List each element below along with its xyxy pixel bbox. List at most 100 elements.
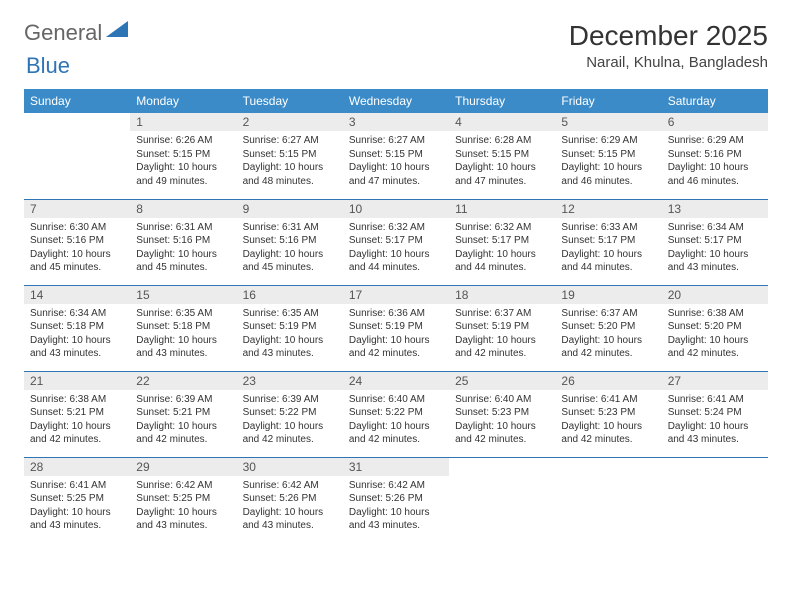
calendar-week-row: 14Sunrise: 6:34 AMSunset: 5:18 PMDayligh… xyxy=(24,285,768,371)
calendar-week-row: 21Sunrise: 6:38 AMSunset: 5:21 PMDayligh… xyxy=(24,371,768,457)
daylight-text: and 44 minutes. xyxy=(561,261,655,275)
day-number: 31 xyxy=(343,458,449,476)
sunrise-text: Sunrise: 6:39 AM xyxy=(136,393,230,407)
day-body: Sunrise: 6:37 AMSunset: 5:20 PMDaylight:… xyxy=(555,304,661,365)
daylight-text: and 42 minutes. xyxy=(561,433,655,447)
daylight-text: and 47 minutes. xyxy=(455,175,549,189)
weekday-header: Monday xyxy=(130,89,236,113)
calendar-empty-cell xyxy=(24,113,130,199)
sunset-text: Sunset: 5:18 PM xyxy=(30,320,124,334)
calendar-day-cell: 3Sunrise: 6:27 AMSunset: 5:15 PMDaylight… xyxy=(343,113,449,199)
day-number: 20 xyxy=(662,286,768,304)
day-number: 10 xyxy=(343,200,449,218)
sunset-text: Sunset: 5:19 PM xyxy=(349,320,443,334)
daylight-text: and 42 minutes. xyxy=(561,347,655,361)
calendar-empty-cell xyxy=(555,457,661,543)
calendar-day-cell: 25Sunrise: 6:40 AMSunset: 5:23 PMDayligh… xyxy=(449,371,555,457)
daylight-text: Daylight: 10 hours xyxy=(243,334,337,348)
daylight-text: and 49 minutes. xyxy=(136,175,230,189)
daylight-text: Daylight: 10 hours xyxy=(455,420,549,434)
calendar-day-cell: 9Sunrise: 6:31 AMSunset: 5:16 PMDaylight… xyxy=(237,199,343,285)
sunset-text: Sunset: 5:17 PM xyxy=(455,234,549,248)
day-body: Sunrise: 6:34 AMSunset: 5:18 PMDaylight:… xyxy=(24,304,130,365)
sunrise-text: Sunrise: 6:29 AM xyxy=(668,134,762,148)
sunrise-text: Sunrise: 6:41 AM xyxy=(30,479,124,493)
day-body: Sunrise: 6:32 AMSunset: 5:17 PMDaylight:… xyxy=(343,218,449,279)
day-number: 13 xyxy=(662,200,768,218)
sunrise-text: Sunrise: 6:33 AM xyxy=(561,221,655,235)
sunset-text: Sunset: 5:24 PM xyxy=(668,406,762,420)
calendar-day-cell: 20Sunrise: 6:38 AMSunset: 5:20 PMDayligh… xyxy=(662,285,768,371)
daylight-text: and 43 minutes. xyxy=(30,347,124,361)
calendar-day-cell: 24Sunrise: 6:40 AMSunset: 5:22 PMDayligh… xyxy=(343,371,449,457)
sunrise-text: Sunrise: 6:35 AM xyxy=(243,307,337,321)
weekday-header: Tuesday xyxy=(237,89,343,113)
calendar-day-cell: 29Sunrise: 6:42 AMSunset: 5:25 PMDayligh… xyxy=(130,457,236,543)
daylight-text: and 42 minutes. xyxy=(455,347,549,361)
calendar-day-cell: 22Sunrise: 6:39 AMSunset: 5:21 PMDayligh… xyxy=(130,371,236,457)
sunset-text: Sunset: 5:15 PM xyxy=(561,148,655,162)
day-number: 18 xyxy=(449,286,555,304)
sunset-text: Sunset: 5:16 PM xyxy=(136,234,230,248)
day-number: 29 xyxy=(130,458,236,476)
sunset-text: Sunset: 5:15 PM xyxy=(349,148,443,162)
weekday-header-row: SundayMondayTuesdayWednesdayThursdayFrid… xyxy=(24,89,768,113)
sunrise-text: Sunrise: 6:38 AM xyxy=(30,393,124,407)
logo-text-general: General xyxy=(24,20,102,46)
day-number: 17 xyxy=(343,286,449,304)
day-number: 28 xyxy=(24,458,130,476)
logo: General xyxy=(24,20,128,46)
day-number: 11 xyxy=(449,200,555,218)
day-body: Sunrise: 6:27 AMSunset: 5:15 PMDaylight:… xyxy=(237,131,343,192)
daylight-text: Daylight: 10 hours xyxy=(243,248,337,262)
daylight-text: and 46 minutes. xyxy=(668,175,762,189)
calendar-empty-cell xyxy=(449,457,555,543)
daylight-text: and 45 minutes. xyxy=(136,261,230,275)
day-body: Sunrise: 6:31 AMSunset: 5:16 PMDaylight:… xyxy=(237,218,343,279)
daylight-text: and 42 minutes. xyxy=(136,433,230,447)
daylight-text: and 46 minutes. xyxy=(561,175,655,189)
day-number: 22 xyxy=(130,372,236,390)
daylight-text: and 43 minutes. xyxy=(136,519,230,533)
calendar-day-cell: 16Sunrise: 6:35 AMSunset: 5:19 PMDayligh… xyxy=(237,285,343,371)
day-number: 26 xyxy=(555,372,661,390)
daylight-text: Daylight: 10 hours xyxy=(668,420,762,434)
day-number: 7 xyxy=(24,200,130,218)
sunrise-text: Sunrise: 6:27 AM xyxy=(349,134,443,148)
day-body: Sunrise: 6:37 AMSunset: 5:19 PMDaylight:… xyxy=(449,304,555,365)
daylight-text: and 47 minutes. xyxy=(349,175,443,189)
sunset-text: Sunset: 5:16 PM xyxy=(243,234,337,248)
calendar-day-cell: 13Sunrise: 6:34 AMSunset: 5:17 PMDayligh… xyxy=(662,199,768,285)
calendar-week-row: 7Sunrise: 6:30 AMSunset: 5:16 PMDaylight… xyxy=(24,199,768,285)
calendar-day-cell: 30Sunrise: 6:42 AMSunset: 5:26 PMDayligh… xyxy=(237,457,343,543)
daylight-text: Daylight: 10 hours xyxy=(136,506,230,520)
sunrise-text: Sunrise: 6:28 AM xyxy=(455,134,549,148)
calendar-day-cell: 8Sunrise: 6:31 AMSunset: 5:16 PMDaylight… xyxy=(130,199,236,285)
day-number: 12 xyxy=(555,200,661,218)
sunset-text: Sunset: 5:26 PM xyxy=(243,492,337,506)
daylight-text: Daylight: 10 hours xyxy=(136,420,230,434)
sunset-text: Sunset: 5:22 PM xyxy=(243,406,337,420)
calendar-day-cell: 4Sunrise: 6:28 AMSunset: 5:15 PMDaylight… xyxy=(449,113,555,199)
daylight-text: Daylight: 10 hours xyxy=(455,161,549,175)
sunrise-text: Sunrise: 6:30 AM xyxy=(30,221,124,235)
calendar-day-cell: 6Sunrise: 6:29 AMSunset: 5:16 PMDaylight… xyxy=(662,113,768,199)
daylight-text: Daylight: 10 hours xyxy=(561,161,655,175)
daylight-text: and 43 minutes. xyxy=(349,519,443,533)
calendar-day-cell: 2Sunrise: 6:27 AMSunset: 5:15 PMDaylight… xyxy=(237,113,343,199)
calendar-day-cell: 27Sunrise: 6:41 AMSunset: 5:24 PMDayligh… xyxy=(662,371,768,457)
day-body: Sunrise: 6:40 AMSunset: 5:23 PMDaylight:… xyxy=(449,390,555,451)
daylight-text: Daylight: 10 hours xyxy=(243,506,337,520)
sunrise-text: Sunrise: 6:38 AM xyxy=(668,307,762,321)
day-body: Sunrise: 6:27 AMSunset: 5:15 PMDaylight:… xyxy=(343,131,449,192)
daylight-text: Daylight: 10 hours xyxy=(30,334,124,348)
day-body: Sunrise: 6:34 AMSunset: 5:17 PMDaylight:… xyxy=(662,218,768,279)
sunrise-text: Sunrise: 6:37 AM xyxy=(561,307,655,321)
sunrise-text: Sunrise: 6:41 AM xyxy=(668,393,762,407)
daylight-text: Daylight: 10 hours xyxy=(561,334,655,348)
sunrise-text: Sunrise: 6:32 AM xyxy=(349,221,443,235)
sunrise-text: Sunrise: 6:35 AM xyxy=(136,307,230,321)
daylight-text: and 45 minutes. xyxy=(243,261,337,275)
day-number: 21 xyxy=(24,372,130,390)
calendar-day-cell: 12Sunrise: 6:33 AMSunset: 5:17 PMDayligh… xyxy=(555,199,661,285)
